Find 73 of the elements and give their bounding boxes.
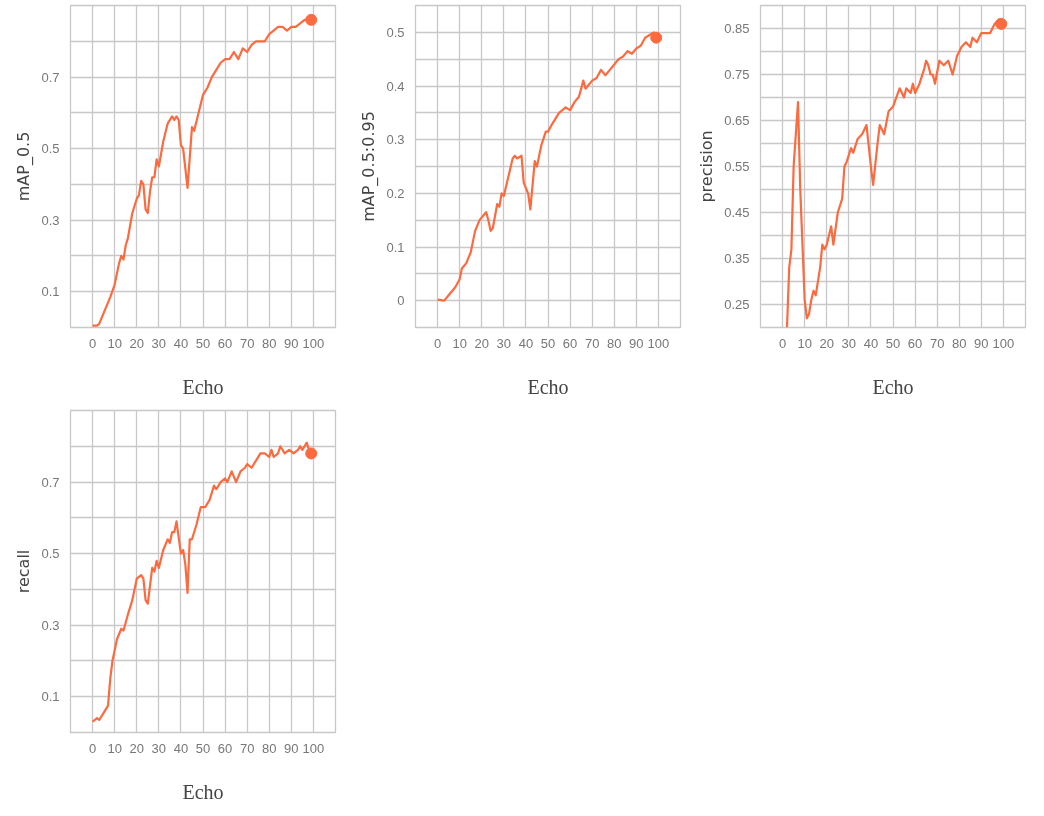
y-axis-title: mAP_0.5:0.95: [359, 111, 380, 222]
x-tick-label: 100: [992, 335, 1015, 351]
x-tick-label: 0: [778, 335, 787, 351]
y-tick-label: 0.35: [724, 251, 750, 266]
x-tick-label: 70: [239, 335, 255, 351]
y-tick-label: 0.65: [724, 113, 750, 128]
x-tick-label: 10: [797, 335, 812, 351]
y-tick-label: 0: [397, 293, 405, 309]
x-tick-label: 20: [129, 740, 144, 756]
y-tick-label: 0.55: [724, 159, 750, 174]
y-tick-label: 0.1: [386, 239, 405, 255]
y-tick-label: 0.4: [386, 78, 405, 94]
x-tick-label: 50: [885, 335, 901, 351]
y-tick-label: 0.3: [41, 212, 60, 228]
x-tick-label: 80: [262, 335, 277, 351]
x-tick-label: 20: [819, 335, 834, 351]
x-tick-label: 100: [302, 740, 325, 756]
x-axis-title: Echo: [527, 375, 569, 398]
y-tick-label: 0.5: [41, 546, 60, 562]
x-tick-label: 90: [629, 335, 644, 351]
y-tick-label: 0.45: [724, 205, 750, 220]
x-tick-label: 30: [151, 740, 167, 756]
x-tick-label: 50: [195, 335, 211, 351]
x-tick-label: 60: [217, 740, 233, 756]
y-tick-label: 0.3: [41, 617, 60, 633]
y-tick-label: 0.7: [41, 69, 60, 85]
x-tick-label: 30: [496, 335, 512, 351]
y-tick-label: 0.25: [724, 297, 750, 312]
x-tick-label: 20: [129, 335, 144, 351]
x-tick-label: 50: [540, 335, 556, 351]
x-tick-label: 70: [929, 335, 945, 351]
y-tick-label: 0.75: [724, 67, 750, 82]
y-tick-label: 0.1: [41, 689, 60, 705]
x-tick-label: 10: [452, 335, 467, 351]
y-axis-title: mAP_0.5: [14, 131, 35, 202]
x-tick-label: 30: [841, 335, 857, 351]
y-tick-label: 0.1: [41, 284, 60, 300]
x-tick-label: 30: [151, 335, 167, 351]
y-tick-label: 0.5: [386, 24, 405, 40]
x-tick-label: 40: [863, 335, 879, 351]
x-tick-label: 50: [195, 740, 211, 756]
x-tick-label: 80: [607, 335, 622, 351]
x-tick-label: 10: [107, 335, 122, 351]
x-tick-label: 80: [262, 740, 277, 756]
x-tick-label: 0: [433, 335, 442, 351]
y-tick-label: 0.5: [41, 141, 60, 157]
x-tick-label: 0: [88, 740, 97, 756]
x-tick-label: 40: [173, 335, 189, 351]
x-tick-label: 100: [647, 335, 670, 351]
x-tick-label: 10: [107, 740, 122, 756]
y-axis-title: recall: [14, 549, 34, 594]
x-tick-label: 20: [474, 335, 489, 351]
x-tick-label: 70: [584, 335, 600, 351]
y-tick-label: 0.3: [386, 132, 405, 148]
x-tick-label: 40: [173, 740, 189, 756]
x-tick-label: 100: [302, 335, 325, 351]
x-tick-label: 90: [284, 740, 299, 756]
x-tick-label: 60: [217, 335, 233, 351]
x-tick-label: 40: [518, 335, 534, 351]
y-tick-label: 0.85: [724, 21, 750, 36]
x-axis-title: Echo: [182, 375, 224, 398]
y-tick-label: 0.2: [386, 185, 405, 201]
x-tick-label: 80: [952, 335, 967, 351]
x-tick-label: 60: [907, 335, 923, 351]
x-axis-title: Echo: [872, 375, 914, 398]
x-tick-label: 90: [284, 335, 299, 351]
x-tick-label: 70: [239, 740, 255, 756]
x-tick-label: 0: [88, 335, 97, 351]
y-tick-label: 0.7: [41, 474, 60, 490]
x-axis-title: Echo: [182, 780, 224, 803]
y-axis-title: precision: [697, 130, 717, 203]
x-tick-label: 60: [562, 335, 578, 351]
x-tick-label: 90: [974, 335, 989, 351]
